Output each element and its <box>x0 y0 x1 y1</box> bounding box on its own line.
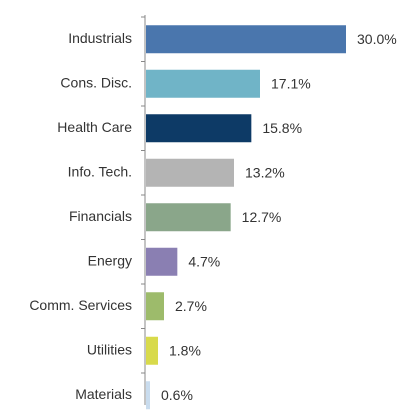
value-label: 1.8% <box>169 342 201 358</box>
bar <box>146 292 164 321</box>
value-label: 2.7% <box>175 298 207 314</box>
value-label: 4.7% <box>188 253 220 269</box>
bar <box>146 158 234 187</box>
bar <box>146 203 231 232</box>
bar <box>146 69 260 98</box>
value-label: 17.1% <box>271 75 311 91</box>
category-label: Health Care <box>57 119 132 135</box>
value-label: 30.0% <box>357 31 397 47</box>
value-label: 0.6% <box>161 387 193 403</box>
category-label: Info. Tech. <box>68 163 132 179</box>
bar <box>146 247 178 276</box>
bar <box>146 25 346 54</box>
value-label: 15.8% <box>262 120 302 136</box>
category-label: Financials <box>69 208 132 224</box>
category-label: Energy <box>88 252 132 268</box>
category-label: Materials <box>75 386 132 402</box>
value-label: 13.2% <box>245 164 285 180</box>
category-label: Industrials <box>68 30 132 46</box>
bar <box>146 336 158 365</box>
category-label: Comm. Services <box>29 297 132 313</box>
bar <box>146 381 150 410</box>
value-label: 12.7% <box>242 209 282 225</box>
category-label: Cons. Disc. <box>60 74 132 90</box>
category-label: Utilities <box>87 341 132 357</box>
bar <box>146 114 252 143</box>
